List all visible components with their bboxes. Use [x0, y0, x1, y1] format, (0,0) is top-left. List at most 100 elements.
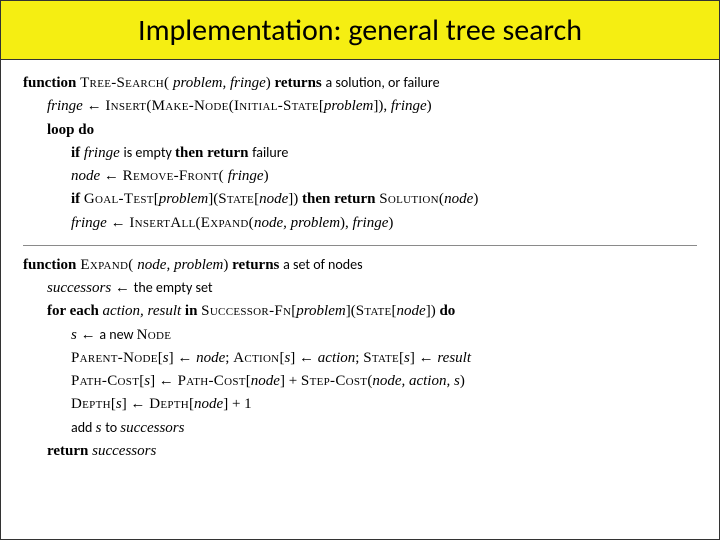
- prob: problem: [159, 191, 208, 207]
- ts-l5: node ← Remove-Front( fringe): [23, 165, 697, 188]
- fn-args: node, problem: [134, 257, 224, 273]
- ex-l5: Path-Cost[s] ← Path-Cost[node] + Step-Co…: [23, 370, 697, 393]
- paren: ): [266, 75, 275, 91]
- action: action: [318, 350, 356, 366]
- ex-l2: for each action, result in Successor-Fn[…: [23, 300, 697, 323]
- b4: ]): [288, 191, 302, 207]
- b4: ] + 1: [223, 396, 251, 412]
- ex-l4: Parent-Node[s] ← node; Action[s] ← actio…: [23, 347, 697, 370]
- mid: ),: [340, 215, 353, 231]
- close: ): [264, 168, 269, 184]
- ret-text: a set of nodes: [283, 256, 362, 273]
- remove-front: Remove-Front(: [123, 168, 224, 184]
- sep: ;: [225, 350, 233, 366]
- parent-node: Parent-Node: [71, 350, 158, 366]
- or-failure: or failure: [388, 74, 440, 91]
- state: State: [356, 303, 392, 319]
- in: in: [185, 303, 201, 319]
- to: to: [105, 419, 120, 436]
- ex-l8: return successors: [23, 440, 697, 463]
- slide: Implementation: general tree search func…: [0, 0, 720, 540]
- add: add: [71, 419, 96, 436]
- kw-function: function: [23, 75, 76, 91]
- b6: ] ←: [410, 350, 438, 366]
- separator: [23, 245, 697, 246]
- fn-name: Expand(: [76, 257, 133, 273]
- fringe: fringe: [71, 215, 107, 231]
- for-each: for each: [47, 303, 103, 319]
- node: node: [251, 373, 280, 389]
- isempty: is empty: [124, 144, 176, 161]
- fringe2: fringe: [353, 215, 389, 231]
- loop-do: loop do: [47, 122, 94, 138]
- end: ): [427, 98, 432, 114]
- insert-all: InsertAll(Expand(: [129, 215, 254, 231]
- b4: ] +: [280, 373, 301, 389]
- b4: ]): [426, 303, 440, 319]
- lhs: fringe: [47, 98, 83, 114]
- ts-l2: fringe ← Insert(Make-Node(Initial-State[…: [23, 95, 697, 118]
- ex-l3: s ← a new Node: [23, 324, 697, 347]
- depth: Depth: [71, 396, 111, 412]
- empty-set: the empty set: [134, 279, 213, 296]
- close: ]),: [373, 98, 391, 114]
- ex-l1: successors ← the empty set: [23, 277, 697, 300]
- return: return: [47, 443, 92, 459]
- ex-l6: Depth[s] ← Depth[node] + 1: [23, 393, 697, 416]
- ex-l7: add s to successors: [23, 417, 697, 440]
- ret-text: a solution,: [326, 74, 389, 91]
- ts-l3: loop do: [23, 119, 697, 142]
- goal-test: Goal-Test: [84, 191, 154, 207]
- arrow: ←: [100, 168, 123, 184]
- b2: ] ←: [122, 396, 150, 412]
- solution: Solution(: [379, 191, 444, 207]
- anew: a new: [99, 326, 136, 343]
- sep2: ;: [355, 350, 363, 366]
- s: s: [96, 420, 106, 436]
- fringe: fringe: [84, 145, 124, 161]
- succ: successors: [92, 443, 156, 459]
- result: result: [437, 350, 471, 366]
- b2: ] ←: [169, 350, 197, 366]
- arrow: ←: [77, 327, 100, 343]
- fn-name: Tree-Search(: [80, 75, 169, 91]
- prob: problem: [296, 303, 345, 319]
- ar: action, result: [103, 303, 185, 319]
- arrow: ←: [83, 98, 106, 114]
- close: ): [473, 191, 478, 207]
- ex-header: function Expand( node, problem) returns …: [23, 254, 697, 277]
- then-return: then return: [302, 191, 379, 207]
- succ: successors: [47, 280, 111, 296]
- action-sc: Action: [233, 350, 279, 366]
- close: ): [460, 373, 465, 389]
- fringe2: fringe: [391, 98, 427, 114]
- arrow: ←: [107, 215, 130, 231]
- succ: successors: [120, 420, 184, 436]
- kw-returns: returns: [232, 257, 283, 273]
- depth2: Depth: [149, 396, 189, 412]
- state-sc: State: [363, 350, 399, 366]
- paren: ): [223, 257, 232, 273]
- ts-l7: fringe ← InsertAll(Expand(node, problem)…: [23, 212, 697, 235]
- node: node: [194, 396, 223, 412]
- ts-l6: if Goal-Test[problem](State[node]) then …: [23, 188, 697, 211]
- then-return: then return: [175, 145, 252, 161]
- insert-call: Insert(Make-Node(Initial-State: [105, 98, 319, 114]
- succ-fn: Successor-Fn: [201, 303, 291, 319]
- title-band: Implementation: general tree search: [1, 1, 719, 60]
- b2: ](: [346, 303, 356, 319]
- ts-l4: if fringe is empty then return failure: [23, 142, 697, 165]
- slide-title: Implementation: general tree search: [138, 12, 582, 49]
- step-cost: Step-Cost: [301, 373, 367, 389]
- failure: failure: [252, 144, 288, 161]
- fn-args: problem, fringe: [169, 75, 266, 91]
- node2: node: [444, 191, 473, 207]
- ts-header: function Tree-Search( problem, fringe) r…: [23, 72, 697, 95]
- node: node: [259, 191, 288, 207]
- args: node, action, s: [372, 373, 460, 389]
- b4: ] ←: [290, 350, 318, 366]
- close: ): [388, 215, 393, 231]
- state: State: [218, 191, 254, 207]
- b2: ] ←: [150, 373, 178, 389]
- fringe: fringe: [224, 168, 264, 184]
